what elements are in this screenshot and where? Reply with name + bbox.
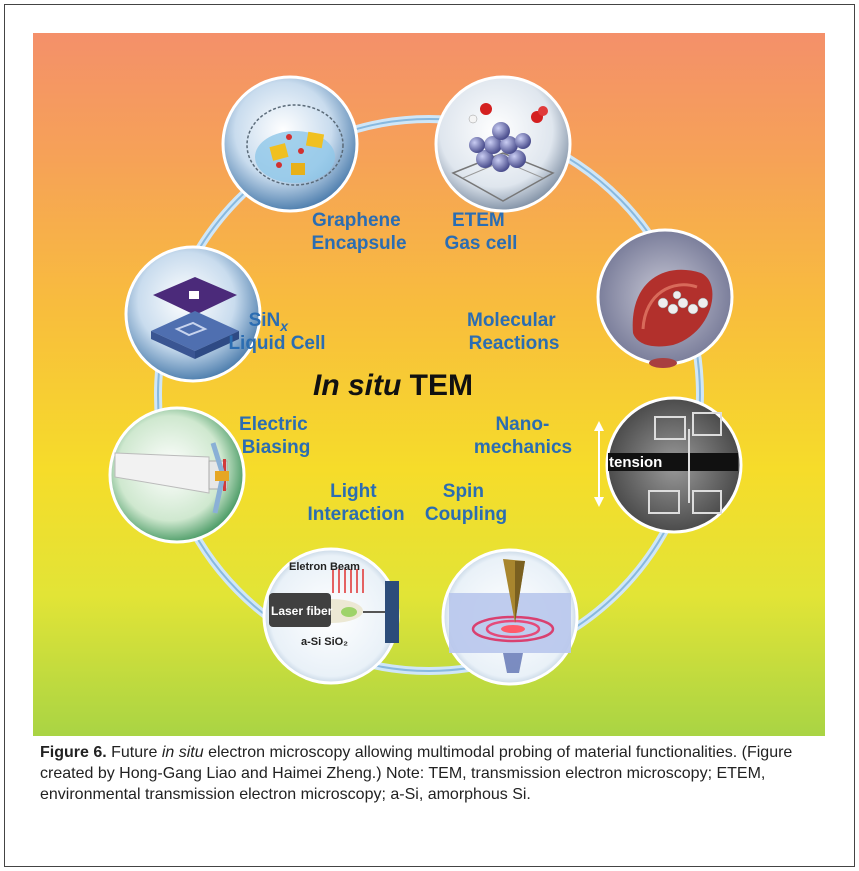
figure-number: Figure 6. [40, 744, 107, 761]
graphene-encapsule-disc [221, 75, 359, 213]
label-sinx-liquid-cell: SiNx Liquid Cell [228, 310, 325, 354]
spin-coupling-disc [441, 548, 579, 686]
caption-text-1: Future [106, 744, 162, 761]
label-nano-mechanics: Nano- mechanics [474, 414, 572, 458]
sinx-liquid-cell-disc [124, 245, 262, 383]
label-etem-gas-cell: ETEM Gas cell [445, 210, 518, 254]
asi-sio2-label: a-Si SiO₂ [301, 636, 348, 648]
label-spin-coupling: Spin Coupling [425, 481, 507, 525]
electron-beam-label: Eletron Beam [289, 561, 360, 573]
caption-text-2: electron microscopy allowing multimodal … [40, 744, 793, 803]
center-title: In situ TEM [313, 369, 473, 402]
label-molecular-reactions: Molecular Reactions [467, 310, 561, 354]
etem-gas-cell-disc [434, 75, 572, 213]
figure-panel: In situ TEM [33, 33, 825, 736]
electric-biasing-disc [108, 406, 246, 544]
in-situ-tem-diagram: In situ TEM [108, 75, 743, 686]
label-light-interaction: Light Interaction [307, 481, 404, 525]
tension-label: tension [609, 454, 662, 471]
label-graphene-encapsule: Graphene Encapsule [311, 210, 406, 254]
caption-italic: in situ [161, 744, 204, 761]
figure-caption: Figure 6. Future in situ electron micros… [40, 742, 820, 805]
label-electric-biasing: Electric Biasing [239, 414, 313, 458]
light-interaction-disc: Eletron Beam Laser fiber a-Si SiO₂ [262, 547, 400, 685]
laser-fiber-label: Laser fiber [271, 604, 333, 618]
nano-mechanics-disc: tension [594, 396, 743, 534]
molecular-reactions-disc [596, 228, 734, 368]
